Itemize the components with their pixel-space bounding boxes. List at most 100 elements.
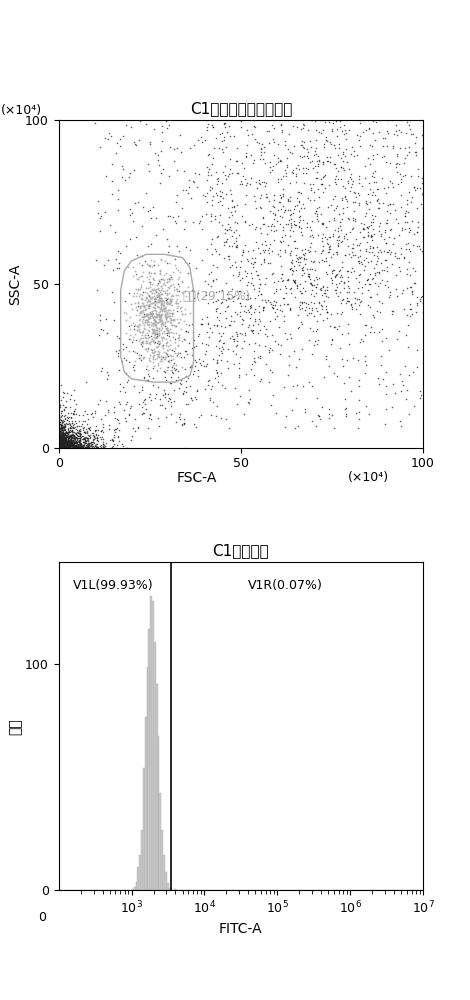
Point (180, 383, 187, 399)
Point (84, 433, 92, 449)
Point (89, 432, 96, 448)
Point (70, 436, 78, 452)
Point (275, 112, 283, 128)
Point (332, 168, 340, 184)
Point (73, 430, 81, 446)
Point (362, 241, 370, 257)
Point (262, 189, 270, 205)
Point (57, 420, 64, 436)
Point (332, 222, 339, 238)
Point (231, 203, 238, 219)
Point (296, 250, 304, 266)
Point (169, 209, 177, 225)
Point (80, 424, 87, 440)
Point (223, 292, 230, 308)
Point (201, 273, 208, 289)
Point (227, 313, 235, 329)
Point (227, 222, 234, 238)
Point (184, 324, 191, 340)
Point (256, 175, 263, 191)
Point (164, 338, 172, 354)
Point (109, 262, 117, 278)
Point (311, 262, 319, 278)
Point (237, 272, 244, 288)
Point (166, 292, 173, 308)
Point (160, 294, 167, 310)
Point (282, 280, 290, 296)
Point (64, 428, 71, 444)
Point (366, 289, 374, 305)
Point (233, 306, 241, 322)
Point (56, 434, 64, 450)
Point (142, 335, 150, 351)
Point (324, 236, 331, 252)
Point (318, 282, 325, 298)
Point (305, 122, 312, 138)
Point (376, 264, 383, 280)
Point (137, 281, 144, 297)
Point (140, 298, 148, 314)
Point (167, 315, 174, 331)
Point (149, 318, 157, 334)
Point (156, 266, 164, 282)
Point (62, 435, 70, 451)
Point (321, 136, 328, 152)
Point (122, 325, 130, 341)
Point (67, 427, 75, 443)
Point (163, 274, 171, 290)
Point (341, 401, 348, 417)
Point (145, 287, 153, 303)
Point (339, 254, 346, 270)
Point (380, 243, 388, 259)
Title: C1：所有类型被测分子: C1：所有类型被测分子 (190, 101, 292, 116)
Point (115, 422, 122, 438)
Point (57, 433, 65, 449)
Point (340, 153, 347, 169)
Point (299, 196, 307, 212)
Point (376, 304, 384, 320)
Point (140, 308, 148, 324)
Point (266, 374, 273, 390)
Point (388, 306, 395, 322)
Point (110, 422, 118, 438)
Point (149, 310, 157, 326)
Point (149, 271, 157, 287)
Point (109, 433, 117, 449)
Point (311, 333, 318, 349)
Point (287, 260, 295, 276)
Point (68, 419, 75, 435)
Point (150, 294, 157, 310)
Point (349, 210, 357, 226)
Point (383, 244, 391, 260)
Point (167, 362, 174, 378)
Point (114, 412, 122, 428)
Point (235, 283, 243, 299)
Point (223, 286, 231, 302)
Point (178, 417, 186, 433)
Point (58, 421, 65, 437)
Point (56, 414, 63, 430)
Point (221, 380, 228, 396)
Point (106, 217, 114, 233)
Point (148, 295, 155, 311)
Point (60, 431, 67, 447)
Point (56, 439, 64, 455)
Point (56, 435, 64, 451)
Point (167, 312, 175, 328)
Point (257, 199, 264, 215)
Point (66, 439, 73, 455)
Point (57, 437, 65, 453)
Point (58, 433, 65, 449)
Point (219, 217, 226, 233)
Point (154, 147, 161, 163)
Point (69, 440, 77, 456)
Point (64, 428, 71, 444)
Point (70, 416, 78, 432)
Point (354, 280, 361, 296)
Point (67, 438, 75, 454)
X-axis label: FITC-A: FITC-A (219, 922, 263, 936)
Point (145, 293, 153, 309)
Point (335, 238, 342, 254)
Point (138, 287, 146, 303)
Point (208, 213, 215, 229)
